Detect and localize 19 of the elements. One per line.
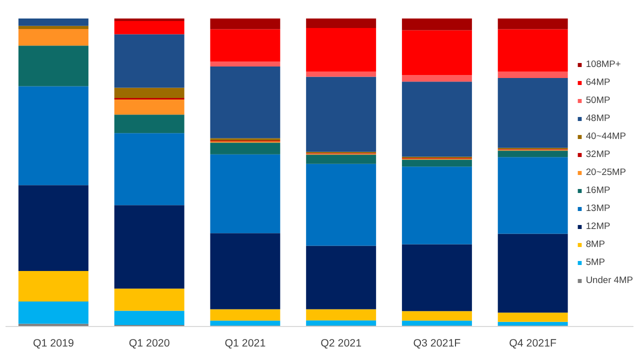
x-tick-label: Q1 2020 — [128, 338, 170, 350]
legend-label: 5MP — [586, 256, 606, 268]
legend-label: 13MP — [586, 202, 610, 214]
legend-label: Under 4MP — [586, 274, 633, 286]
legend-label: 32MP — [586, 148, 610, 160]
x-tick-label: Q1 2019 — [33, 338, 74, 350]
legend-label: 50MP — [586, 94, 610, 106]
legend-label: 48MP — [586, 112, 610, 124]
legend-label: 20~25MP — [586, 166, 626, 178]
x-tick-label: Q1 2021 — [224, 338, 266, 350]
legend-label: 40~44MP — [586, 130, 626, 142]
x-tick-label: Q2 2021 — [320, 338, 362, 350]
legend-label: 64MP — [586, 76, 610, 88]
legend-label: 12MP — [586, 220, 610, 232]
legend-label: 16MP — [586, 184, 610, 196]
x-tick-label: Q3 2021F — [413, 338, 462, 350]
legend-label: 8MP — [586, 238, 606, 250]
legend-label: 108MP+ — [586, 58, 621, 70]
x-tick-label: Q4 2021F — [509, 338, 558, 350]
